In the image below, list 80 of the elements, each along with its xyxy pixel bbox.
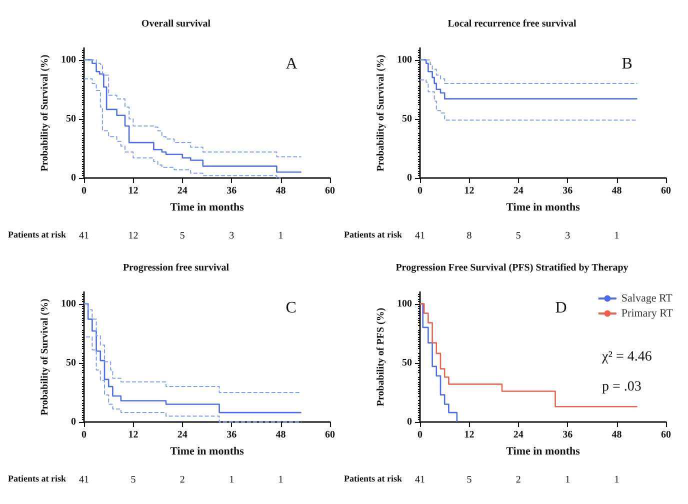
x-tick-label: 60 [661,186,671,196]
y-tick-label: 0 [71,172,76,184]
text: 5 [130,474,136,486]
x-tick-label: 12 [128,186,138,196]
x-tick-label: 0 [418,186,422,196]
text: 5 [180,230,185,242]
x-axis-title: Time in months [170,202,245,214]
text: Patients at risk [8,474,66,484]
y-tick-label: 100 [61,298,76,310]
text: 12 [128,230,138,242]
chart-title: Progression free survival [122,262,230,274]
x-tick-label: 24 [513,430,524,440]
x-axis-title: Time in months [170,446,245,458]
x-tick-label: 48 [612,186,622,196]
annotation: C [286,300,296,316]
y-axis-title: Probability of Survival (%) [40,54,51,172]
x-tick-label: 0 [82,186,86,196]
x-tick-label: 36 [226,186,237,196]
y-axis-title: Probability of Survival (%) [40,298,51,416]
legend-label: Salvage RT [621,292,673,304]
x-tick-label: 48 [612,430,622,440]
x-tick-label: 60 [661,430,671,440]
text: 1 [565,474,570,486]
text: 1 [614,474,620,486]
text: Patients at risk [344,230,402,240]
x-tick-label: 48 [276,430,286,440]
y-tick-label: 50 [402,113,412,124]
text: 2 [180,474,185,486]
annotation: χ² = 4.46 [601,350,652,364]
text: 1 [278,474,284,486]
annotation: p = .03 [602,380,642,394]
x-axis-title: Time in months [506,202,581,214]
x-tick-label: 36 [226,430,237,440]
y-tick-label: 100 [397,54,412,66]
text: 3 [565,230,570,242]
y-tick-label: 0 [407,416,412,428]
y-tick-label: 0 [71,416,76,428]
text: 8 [466,230,472,242]
text: 41 [79,230,89,242]
x-tick-label: 12 [464,186,474,196]
chart-title: Overall survival [141,18,211,30]
y-tick-label: 50 [402,357,412,368]
x-tick-label: 60 [325,430,335,440]
x-tick-label: 24 [513,186,524,196]
x-tick-label: 12 [128,430,138,440]
x-tick-label: 12 [464,430,474,440]
y-tick-label: 50 [66,357,76,368]
x-tick-label: 60 [325,186,335,196]
text: 2 [516,474,521,486]
text: 41 [415,230,425,242]
annotation: A [286,56,298,72]
y-axis-title: Probability of PFS (%) [376,308,387,406]
legend-label: Primary RT [621,308,674,320]
y-tick-label: 100 [61,54,76,66]
y-axis-title: Probability of Survival (%) [376,54,387,172]
x-tick-label: 0 [418,430,422,440]
chart-title: Local recurrence free survival [448,18,576,30]
text: 41 [415,474,425,486]
text: Patients at risk [344,474,402,484]
text: 41 [79,474,89,486]
text: 5 [516,230,521,242]
annotation: B [622,56,632,72]
text: Patients at risk [8,230,66,240]
text: 5 [466,474,472,486]
annotation: D [555,300,567,316]
x-tick-label: 36 [562,430,573,440]
x-tick-label: 36 [562,186,573,196]
x-tick-label: 48 [276,186,286,196]
text: 3 [229,230,234,242]
y-tick-label: 100 [397,298,412,310]
x-tick-label: 0 [82,430,86,440]
x-tick-label: 24 [177,186,188,196]
text: 1 [229,474,234,486]
x-axis-title: Time in months [506,446,581,458]
text: 1 [614,230,620,242]
y-tick-label: 50 [66,113,76,124]
text: 1 [278,230,284,242]
x-tick-label: 24 [177,430,188,440]
chart-title: Progression Free Survival (PFS) Stratified by Therapy [396,262,628,274]
y-tick-label: 0 [407,172,412,184]
